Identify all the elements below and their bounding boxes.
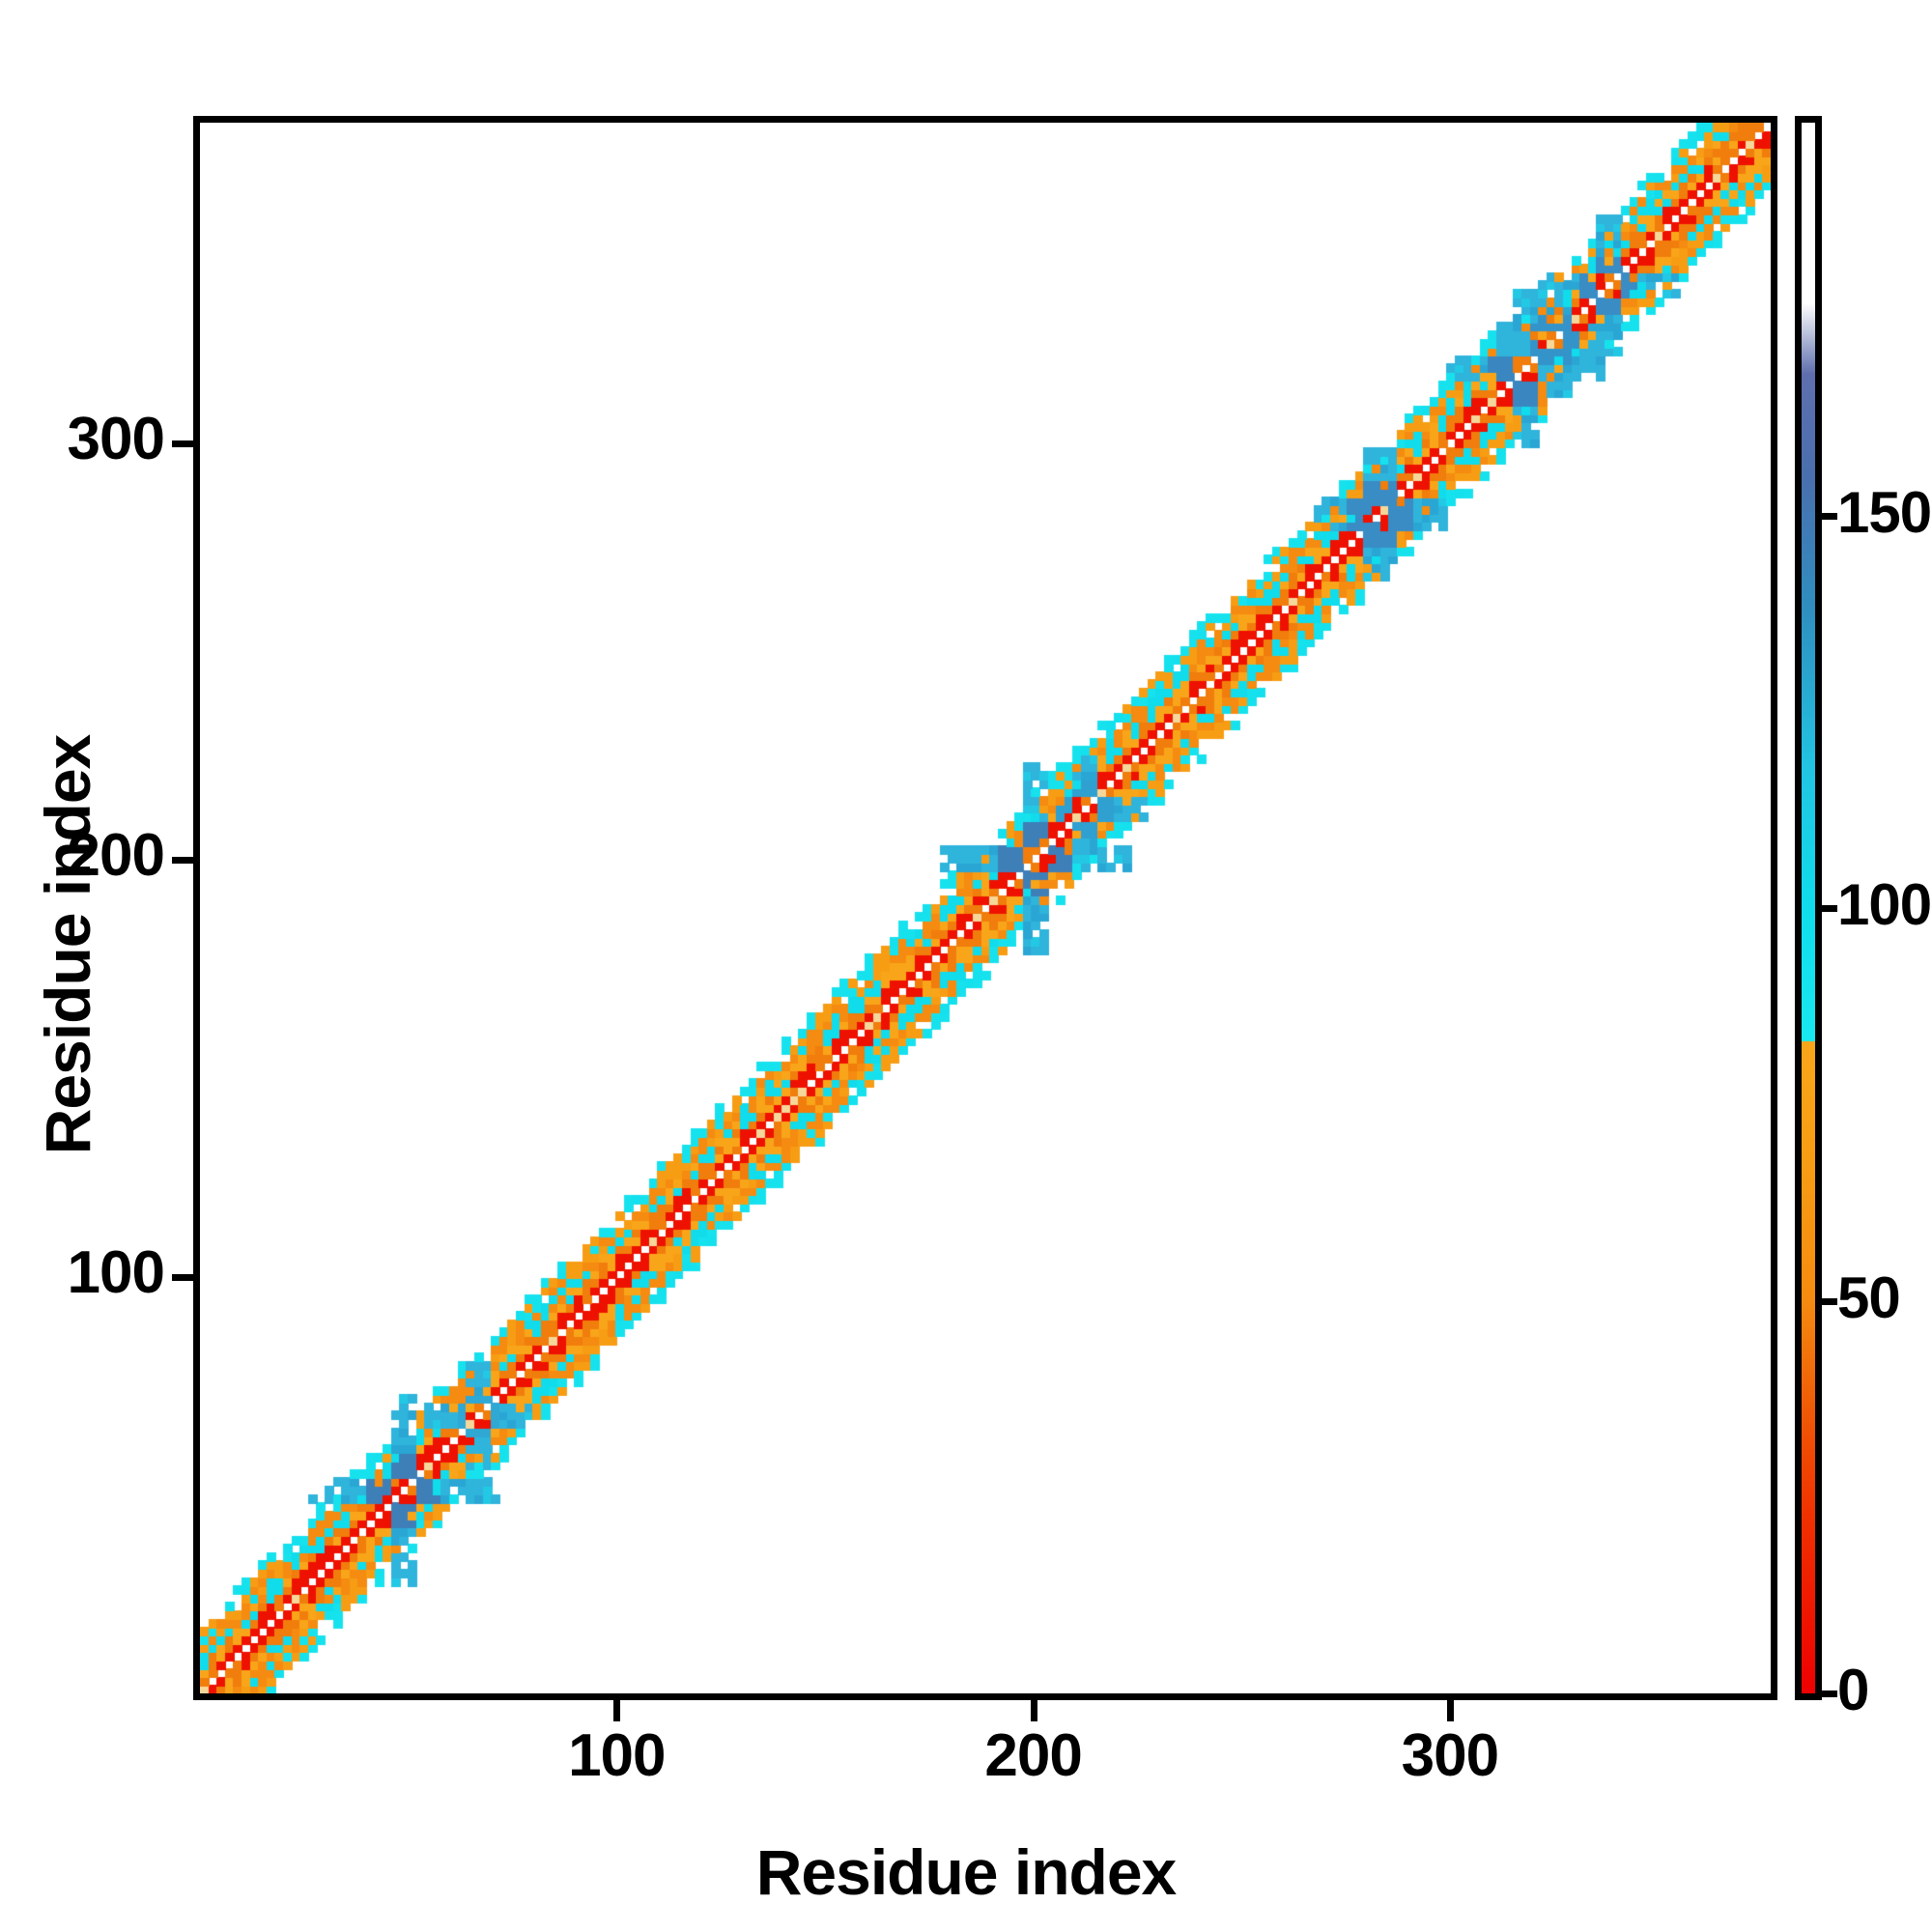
colorbar-tick	[1822, 1297, 1837, 1305]
colorbar[interactable]	[1795, 116, 1822, 1700]
x-axis-tick	[613, 1700, 621, 1721]
x-axis-tick-label: 200	[984, 1722, 1082, 1789]
colorbar-tick-label: 0	[1837, 1658, 1869, 1722]
y-axis-tick-label: 300	[67, 406, 165, 473]
colorbar-tick	[1822, 1690, 1837, 1697]
colorbar-tick-label: 150	[1837, 479, 1932, 545]
colorbar-tick-label: 50	[1837, 1264, 1901, 1330]
y-axis-tick	[172, 1273, 193, 1281]
x-axis-title: Residue index	[755, 1836, 1177, 1908]
x-axis-tick-label: 300	[1401, 1722, 1499, 1789]
x-axis-tick	[1446, 1700, 1454, 1721]
x-axis-tick-label: 100	[568, 1722, 666, 1789]
y-axis-tick-label: 200	[67, 822, 165, 890]
y-axis-tick	[172, 857, 193, 865]
colorbar-gradient	[1802, 123, 1815, 1693]
colorbar-tick-label: 100	[1837, 872, 1932, 937]
colorbar-tick	[1822, 905, 1837, 912]
y-axis-tick-label: 100	[67, 1238, 165, 1306]
y-axis-tick	[172, 440, 193, 448]
colorbar-tick	[1822, 512, 1837, 520]
y-axis-title: Residue index	[32, 734, 103, 1155]
x-axis-tick	[1030, 1700, 1037, 1721]
contact-map-plot-area[interactable]	[193, 116, 1777, 1700]
contact-map-heatmap[interactable]	[200, 123, 1771, 1693]
